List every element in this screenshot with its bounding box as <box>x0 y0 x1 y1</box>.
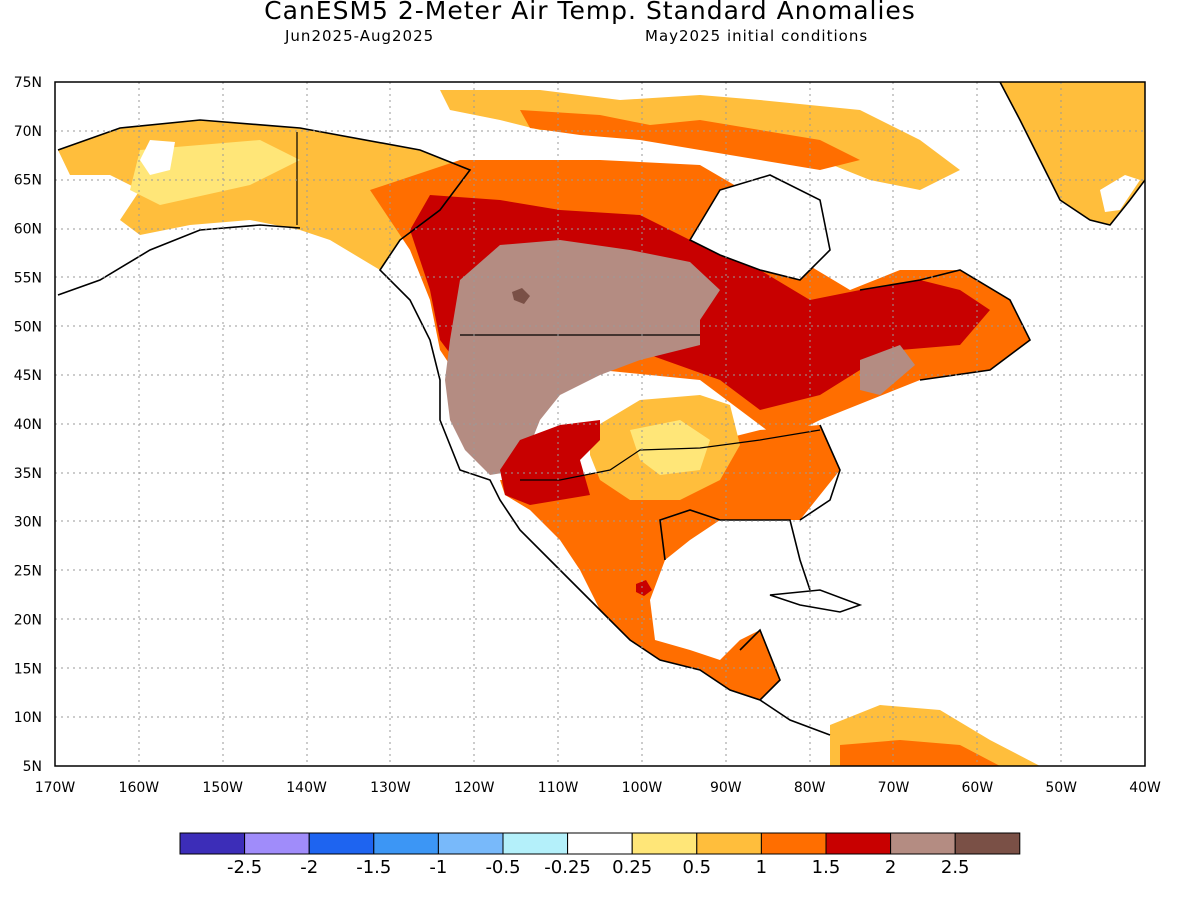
colorbar-swatch <box>502 832 569 855</box>
colorbar-swatch <box>437 832 504 855</box>
latitude-label: 15N <box>14 661 42 677</box>
south-america-orange <box>840 740 1000 766</box>
latitude-label: 10N <box>14 710 42 726</box>
latitude-label: 60N <box>14 222 42 238</box>
colorbar-tick-label: 0.5 <box>682 857 711 878</box>
arctic-orange <box>520 110 860 170</box>
forecast-period: Jun2025-Aug2025 <box>285 27 435 45</box>
colorbar-swatch <box>373 832 439 855</box>
latitude-label: 50N <box>14 319 42 335</box>
latitude-label: 40N <box>14 417 42 433</box>
longitude-label: 170W <box>35 780 76 796</box>
longitude-label: 90W <box>710 780 742 796</box>
longitude-label: 150W <box>202 780 243 796</box>
mexico-red-spot <box>636 580 652 596</box>
colorbar-tick-label: -2.5 <box>227 857 262 878</box>
initial-conditions: May2025 initial conditions <box>645 27 869 45</box>
colorbar-tick-label: 1 <box>756 857 767 878</box>
longitude-label: 100W <box>622 780 663 796</box>
longitude-label: 40W <box>1129 780 1161 796</box>
cuba <box>769 589 863 613</box>
latitude-label: 75N <box>14 75 42 91</box>
colorbar-tick-label: -2 <box>300 857 318 878</box>
longitude-label: 80W <box>794 780 826 796</box>
colorbar-swatch <box>696 832 762 855</box>
hudson-bay <box>690 175 830 280</box>
latitude-label: 35N <box>14 466 42 482</box>
northeast-brown <box>860 345 915 395</box>
colorbar-tick-label: -1.5 <box>356 857 391 878</box>
anomaly-shading <box>58 82 1145 766</box>
map-frame <box>54 81 1146 767</box>
colorbar <box>179 832 1021 855</box>
longitude-label: 50W <box>1045 780 1077 796</box>
colorbar-tick-label: -0.25 <box>544 857 591 878</box>
southwest-red <box>500 420 600 505</box>
colorbar-tick-label: 0.25 <box>612 857 652 878</box>
latitude-labels: 75N 70N 65N 60N 55N 50N 45N 40N 35N 30N 25N 20N 15N 1… <box>14 75 42 775</box>
longitude-label: 160W <box>119 780 160 796</box>
colorbar-tick-label: -0.5 <box>485 857 520 878</box>
dark-brown-spot <box>512 288 530 304</box>
map-title: CanESM5 2-Meter Air Temp. Standard Anoma… <box>264 0 916 25</box>
colorbar-tick-label: 2 <box>885 857 896 878</box>
colorbar-tick-label: 1.5 <box>812 857 841 878</box>
graticule <box>55 82 1145 766</box>
colorbar-tick-label: -1 <box>429 857 447 878</box>
colorbar-swatch <box>308 832 375 855</box>
colorbar-swatch <box>244 832 310 855</box>
map-plot-area <box>55 82 1145 766</box>
central-yellow <box>630 420 710 475</box>
latitude-label: 65N <box>14 173 42 189</box>
colorbar-swatch <box>179 832 246 855</box>
colorbar-swatch <box>954 832 1021 855</box>
longitude-label: 110W <box>538 780 579 796</box>
longitude-label: 120W <box>454 780 495 796</box>
colorbar-swatch <box>760 832 827 855</box>
latitude-label: 5N <box>23 759 42 775</box>
alaska-light <box>130 140 300 205</box>
longitude-label: 60W <box>962 780 994 796</box>
latitude-label: 70N <box>14 124 42 140</box>
coastlines <box>57 82 1145 736</box>
longitude-label: 70W <box>878 780 910 796</box>
colorbar-swatch <box>890 832 956 855</box>
latitude-label: 55N <box>14 270 42 286</box>
latitude-label: 20N <box>14 612 42 628</box>
latitude-label: 25N <box>14 564 42 580</box>
alaska-white <box>140 140 175 175</box>
colorbar-swatch <box>567 832 633 855</box>
colorbar-tick-label: 2.5 <box>941 857 970 878</box>
colorbar-swatch <box>825 832 892 855</box>
longitude-label: 130W <box>370 780 411 796</box>
longitude-labels: 170W 160W 150W 140W 130W 120W 110W 100W 90W 80W 70… <box>35 780 1161 796</box>
greenland-white <box>1100 175 1140 212</box>
latitude-label: 45N <box>14 368 42 384</box>
longitude-label: 140W <box>286 780 327 796</box>
colorbar-labels: -2.5 -2 -1.5 -1 -0.5 -0.25 0.25 0.5 1 1.5 2 2.5 <box>227 857 969 878</box>
latitude-label: 30N <box>14 515 42 531</box>
colorbar-swatch <box>631 832 698 855</box>
